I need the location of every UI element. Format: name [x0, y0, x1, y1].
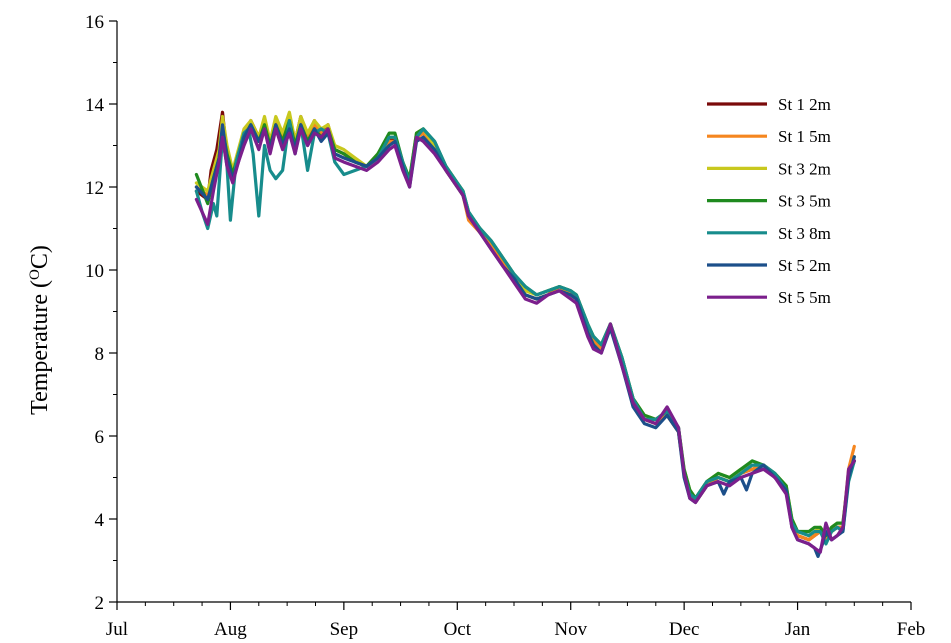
x-tick-label: Feb: [897, 619, 926, 640]
y-axis-title-base: Temperature (: [27, 280, 53, 415]
x-tick-label: Jan: [785, 619, 811, 640]
y-tick-label: 16: [85, 12, 104, 33]
y-tick-label: 4: [95, 510, 105, 531]
y-tick-label: 10: [85, 261, 104, 282]
legend-label: St 1 2m: [778, 95, 831, 114]
legend-label: St 5 2m: [778, 256, 831, 275]
series-line-st-1-2m: [194, 110, 856, 542]
y-axis-title: Temperature (OC): [27, 245, 53, 415]
plot-series: [194, 110, 856, 558]
legend-label: St 3 2m: [778, 159, 831, 178]
y-tick-label: 8: [95, 344, 105, 365]
y-tick-label: 6: [95, 427, 105, 448]
x-tick-label: Dec: [669, 619, 700, 640]
series-line-st-5-2m: [194, 123, 856, 558]
y-tick-label: 14: [85, 95, 105, 116]
series-line-st-1-5m: [194, 114, 856, 542]
legend-label: St 5 5m: [778, 288, 831, 307]
legend-label: St 1 5m: [778, 127, 831, 146]
y-axis-title-unit: C): [27, 245, 53, 269]
series-line-st-3-8m: [194, 119, 856, 546]
y-tick-label: 12: [85, 178, 104, 199]
y-tick-label: 2: [95, 593, 105, 614]
x-tick-label: Nov: [554, 619, 587, 640]
legend-label: St 3 8m: [778, 224, 831, 243]
legend: St 1 2m St 1 5m St 3 2m St 3 5m St 3 8m St 5 …: [707, 95, 831, 307]
y-axis-title-sup: O: [27, 269, 43, 280]
axes: 2 4 6 8 10 12 14 16 Jul Aug Sep Oct Nov Dec Jan Feb: [85, 12, 925, 640]
x-tick-label: Oct: [444, 619, 472, 640]
x-tick-label: Sep: [330, 619, 359, 640]
series-line-st-5-5m: [194, 127, 856, 554]
x-tick-label: Aug: [214, 619, 247, 640]
legend-label: St 3 5m: [778, 192, 831, 211]
x-tick-label: Jul: [106, 619, 128, 640]
